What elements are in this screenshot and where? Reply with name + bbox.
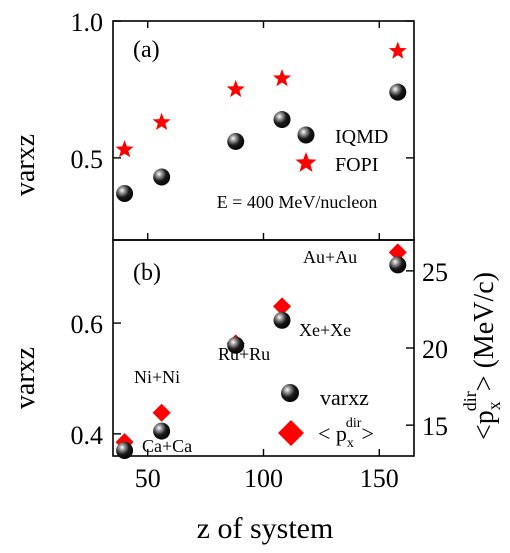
px-diamond-point xyxy=(388,243,407,262)
panel-b-label: (b) xyxy=(133,260,161,286)
varxz-sphere-point xyxy=(273,311,291,329)
px-diamond-point xyxy=(273,297,292,316)
legend-px-open: < p xyxy=(318,421,347,446)
legend-fopi-label: FOPI xyxy=(335,154,378,176)
iqmd-sphere-point xyxy=(227,132,245,150)
panel-a-ylabel: varxz xyxy=(10,134,41,196)
legend-px-sup: dir xyxy=(346,416,362,431)
right-tick-label-b: 20 xyxy=(422,335,448,364)
panel-b-ylabel: varxz xyxy=(10,347,41,409)
x-tick-label: 150 xyxy=(360,464,399,493)
x-tick-label: 100 xyxy=(244,464,283,493)
iqmd-sphere-point xyxy=(389,83,407,101)
varxz-sphere-point xyxy=(227,336,245,354)
legend-iqmd-label: IQMD xyxy=(335,126,388,148)
data-marks xyxy=(115,41,407,459)
system-label-ru: Ru+Ru xyxy=(218,344,270,364)
iqmd-sphere-point xyxy=(273,111,291,129)
right-ylabel-sup: dir xyxy=(460,391,480,411)
system-label-ca: Ca+Ca xyxy=(142,436,192,456)
fopi-star-point xyxy=(226,79,245,98)
iqmd-sphere-point xyxy=(116,184,134,202)
panel-b-right-ylabel: <pxdir> (MeV/c) xyxy=(460,272,504,440)
tick-labels: 50 100 150 0.5 1.0 0.4 0.6 15 20 25 xyxy=(71,8,449,493)
legend-varxz-marker xyxy=(281,384,299,402)
legend-px-sub: x xyxy=(347,436,354,451)
varxz-sphere-point xyxy=(389,256,407,274)
legend-px-close: > xyxy=(361,421,373,446)
fopi-star-point xyxy=(115,140,134,158)
right-ylabel-open: <p xyxy=(469,410,500,440)
fopi-star-point xyxy=(152,112,171,130)
varxz-sphere-point xyxy=(153,422,171,440)
panel-a-label: (a) xyxy=(133,37,160,63)
x-axis-title: z of system xyxy=(197,512,334,545)
legend-px-label: < px dir> xyxy=(318,416,374,451)
legend-px-marker xyxy=(278,420,304,446)
varxz-sphere-point xyxy=(116,441,134,459)
y-tick-label-a: 1.0 xyxy=(71,8,104,37)
y-tick-label-a: 0.5 xyxy=(71,145,104,174)
legend-fopi-marker xyxy=(295,152,317,172)
panel-a-annotation: E = 400 MeV/nucleon xyxy=(217,192,378,212)
system-label-xe: Xe+Xe xyxy=(299,320,351,340)
y-tick-label-b: 0.4 xyxy=(71,421,104,450)
right-ylabel-sub: x xyxy=(484,401,504,410)
system-label-au: Au+Au xyxy=(303,247,357,267)
x-tick-label: 50 xyxy=(135,464,161,493)
right-ylabel-close: > (MeV/c) xyxy=(469,272,500,391)
legend-varxz-label: varxz xyxy=(320,385,369,410)
fopi-star-point xyxy=(273,69,292,87)
px-diamond-point xyxy=(152,403,171,422)
system-label-ni: Ni+Ni xyxy=(134,367,180,387)
fopi-star-point xyxy=(388,41,407,59)
y-tick-label-b: 0.6 xyxy=(71,310,104,339)
axis-ticks xyxy=(113,20,414,456)
right-tick-label-b: 25 xyxy=(422,258,448,287)
right-tick-label-b: 15 xyxy=(422,412,448,441)
iqmd-sphere-point xyxy=(153,168,171,186)
legend-iqmd-marker xyxy=(297,126,315,144)
